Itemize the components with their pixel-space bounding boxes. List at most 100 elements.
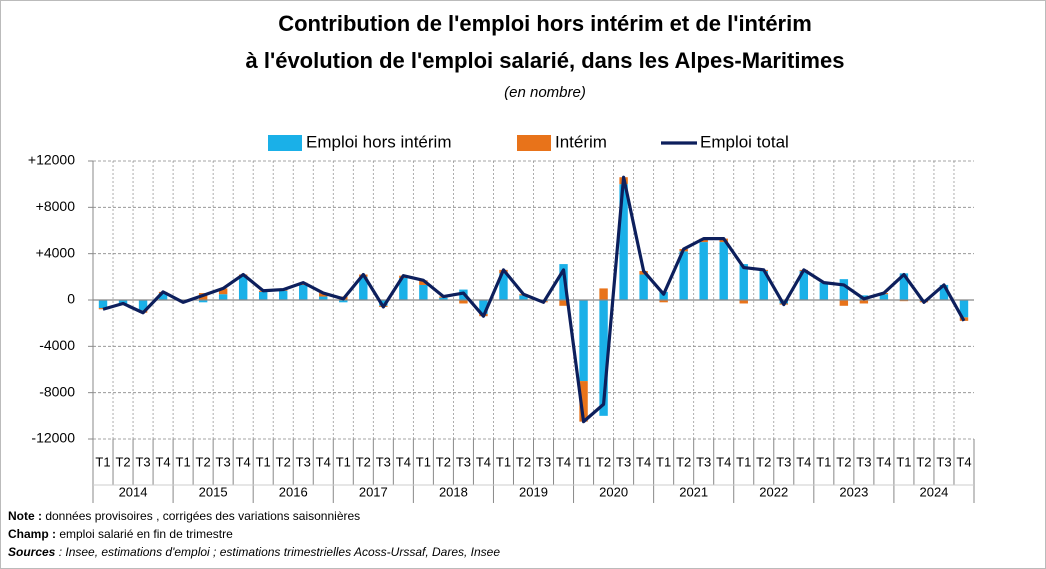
bar bbox=[218, 288, 228, 295]
x-tick-label: T3 bbox=[696, 454, 711, 469]
bar bbox=[118, 300, 128, 304]
y-tick-label: 0 bbox=[67, 291, 75, 307]
bar bbox=[238, 275, 248, 300]
bar bbox=[158, 293, 168, 300]
bar bbox=[439, 297, 448, 300]
year-label: 2015 bbox=[199, 484, 228, 499]
x-tick-label: T3 bbox=[216, 454, 231, 469]
x-tick-label: T1 bbox=[256, 454, 271, 469]
x-tick-label: T2 bbox=[196, 454, 211, 469]
bar bbox=[899, 273, 909, 300]
y-tick-label: +8000 bbox=[36, 198, 76, 214]
note: Sources : Insee, estimations d'emploi ; … bbox=[8, 545, 500, 559]
chart-subtitle: (en nombre) bbox=[504, 84, 586, 101]
x-tick-label: T2 bbox=[676, 454, 691, 469]
bar bbox=[459, 300, 468, 304]
bar bbox=[939, 284, 949, 300]
x-tick-label: T4 bbox=[716, 454, 731, 469]
x-tick-label: T4 bbox=[796, 454, 811, 469]
year-label: 2017 bbox=[359, 484, 388, 499]
x-tick-label: T2 bbox=[596, 454, 611, 469]
x-tick-label: T4 bbox=[556, 454, 571, 469]
bar bbox=[319, 293, 328, 297]
note: Note : données provisoires , corrigées d… bbox=[8, 509, 360, 523]
bar bbox=[639, 274, 648, 300]
chart-title: Contribution de l'emploi hors intérim et… bbox=[278, 11, 812, 36]
bar bbox=[479, 300, 488, 314]
x-tick-label: T1 bbox=[576, 454, 591, 469]
bar bbox=[599, 300, 608, 416]
y-tick-label: -4000 bbox=[39, 337, 75, 353]
x-tick-label: T1 bbox=[336, 454, 351, 469]
y-tick-label: -8000 bbox=[39, 383, 75, 399]
year-label: 2021 bbox=[679, 484, 708, 499]
legend-swatch bbox=[268, 135, 302, 151]
bar bbox=[258, 291, 268, 300]
bar bbox=[659, 291, 668, 300]
year-label: 2024 bbox=[919, 484, 948, 499]
x-tick-label: T1 bbox=[95, 454, 110, 469]
x-tick-label: T1 bbox=[656, 454, 671, 469]
note-label: Champ : bbox=[8, 527, 56, 541]
note-text: : Insee, estimations d'emploi ; estimati… bbox=[55, 545, 500, 559]
legend-label: Emploi total bbox=[700, 132, 789, 151]
bar bbox=[198, 300, 208, 303]
bar bbox=[519, 295, 528, 300]
bar bbox=[319, 296, 328, 300]
bar bbox=[839, 279, 849, 300]
x-tick-label: T4 bbox=[476, 454, 491, 469]
bar bbox=[739, 300, 748, 304]
x-tick-label: T4 bbox=[636, 454, 651, 469]
x-tick-label: T1 bbox=[416, 454, 431, 469]
year-label: 2020 bbox=[599, 484, 628, 499]
note-label: Sources bbox=[8, 545, 56, 559]
bar bbox=[579, 381, 588, 422]
note-text: données provisoires , corrigées des vari… bbox=[42, 509, 360, 523]
x-tick-label: T1 bbox=[176, 454, 191, 469]
year-label: 2018 bbox=[439, 484, 468, 499]
x-tick-label: T2 bbox=[916, 454, 931, 469]
bar bbox=[879, 294, 889, 300]
chart-title: à l'évolution de l'emploi salarié, dans … bbox=[246, 48, 845, 73]
bar bbox=[299, 284, 308, 300]
line bbox=[102, 175, 966, 424]
bar bbox=[819, 282, 829, 300]
bar bbox=[959, 300, 969, 318]
bar bbox=[719, 242, 728, 300]
x-tick-label: T3 bbox=[456, 454, 471, 469]
x-tick-label: T4 bbox=[956, 454, 971, 469]
bar bbox=[699, 242, 708, 300]
bar bbox=[419, 284, 428, 300]
x-tick-label: T2 bbox=[516, 454, 531, 469]
bar bbox=[579, 300, 588, 382]
bar bbox=[379, 300, 388, 306]
x-tick-label: T3 bbox=[616, 454, 631, 469]
bar bbox=[359, 276, 368, 300]
bar bbox=[559, 300, 568, 306]
bar bbox=[799, 271, 809, 300]
x-tick-label: T4 bbox=[155, 454, 170, 469]
bar bbox=[739, 264, 748, 300]
y-tick-label: +4000 bbox=[36, 244, 76, 260]
x-tick-label: T1 bbox=[896, 454, 911, 469]
x-tick-label: T1 bbox=[496, 454, 511, 469]
bar bbox=[399, 277, 408, 300]
bar bbox=[138, 300, 148, 311]
bar bbox=[98, 300, 108, 309]
legend-label: Intérim bbox=[555, 132, 607, 151]
x-tick-label: T3 bbox=[776, 454, 791, 469]
y-tick-label: +12000 bbox=[28, 152, 75, 168]
bar bbox=[839, 300, 849, 306]
x-tick-label: T2 bbox=[756, 454, 771, 469]
x-tick-label: T1 bbox=[736, 454, 751, 469]
x-tick-label: T3 bbox=[135, 454, 150, 469]
bar bbox=[859, 300, 869, 304]
note: Champ : emploi salarié en fin de trimest… bbox=[8, 527, 233, 541]
bar bbox=[659, 300, 668, 303]
x-tick-label: T4 bbox=[876, 454, 891, 469]
note-label: Note : bbox=[8, 509, 42, 523]
legend-label: Emploi hors intérim bbox=[306, 132, 452, 151]
legend-swatch bbox=[517, 135, 551, 151]
